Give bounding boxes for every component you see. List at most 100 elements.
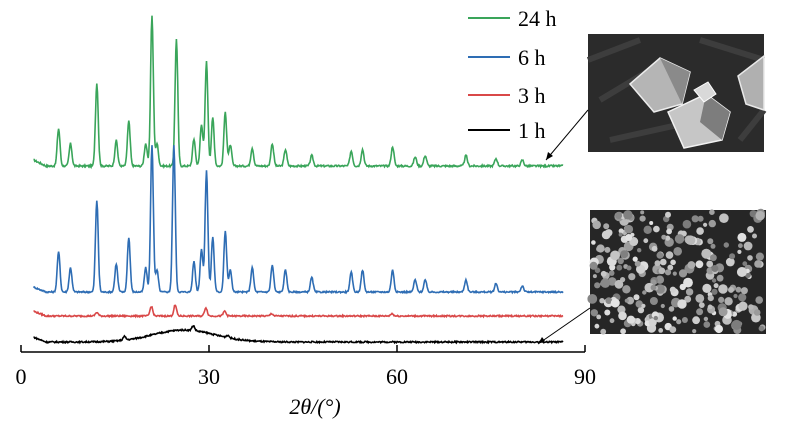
particle-dot xyxy=(681,317,688,323)
particle-dot xyxy=(703,321,711,328)
particle-dot xyxy=(691,215,699,223)
particle-dot xyxy=(653,315,658,321)
particle-dot xyxy=(654,260,661,267)
particle-dot xyxy=(753,309,761,316)
particle-dot xyxy=(747,226,754,233)
particle-dot xyxy=(754,260,762,268)
particle-dot xyxy=(707,238,714,245)
particle-dot xyxy=(683,277,693,288)
particle-dot xyxy=(668,306,675,312)
particle-dot xyxy=(696,227,704,235)
particle-dot xyxy=(728,286,734,293)
sem-micrograph-crystals xyxy=(586,34,767,152)
particle-dot xyxy=(666,228,672,235)
particle-dot xyxy=(616,264,623,271)
particle-dot xyxy=(656,252,664,259)
particle-dot xyxy=(718,307,728,317)
particle-dot xyxy=(692,316,700,325)
particle-dot xyxy=(660,258,667,266)
particle-dot xyxy=(676,319,682,325)
particle-dot xyxy=(626,296,635,305)
particle-dot xyxy=(604,246,611,253)
particle-dot xyxy=(673,247,682,256)
particle-dot xyxy=(738,293,747,302)
particle-dot xyxy=(635,300,643,308)
particle-dot xyxy=(706,260,714,268)
legend-label-24h: 24 h xyxy=(518,6,557,31)
particle-dot xyxy=(603,223,610,230)
particle-dot xyxy=(617,257,624,265)
particle-dot xyxy=(618,228,624,234)
particle-dot xyxy=(643,238,649,244)
series-line-3h xyxy=(33,304,564,319)
particle-dot xyxy=(658,267,666,275)
particle-dot xyxy=(610,250,620,261)
particle-dot xyxy=(711,288,718,295)
particle-dot xyxy=(594,282,601,289)
particle-dot xyxy=(701,248,712,259)
particle-dot xyxy=(729,253,736,260)
particle-dot xyxy=(696,308,704,316)
particle-dot xyxy=(615,212,623,219)
particle-dot xyxy=(710,243,716,249)
x-tick-label: 90 xyxy=(574,364,596,389)
particle-dot xyxy=(669,286,677,293)
particle-dot xyxy=(591,240,596,245)
particle-dot xyxy=(667,264,674,271)
particle-dot xyxy=(719,213,729,223)
x-tick-label: 0 xyxy=(16,364,27,389)
particle-dot xyxy=(622,285,631,294)
particle-dot xyxy=(738,301,748,311)
particle-dot xyxy=(596,244,605,253)
particle-dot xyxy=(601,230,611,240)
particle-dot xyxy=(737,232,747,242)
particle-dot xyxy=(670,259,676,266)
particle-dot xyxy=(685,288,694,296)
particle-dot xyxy=(651,245,658,252)
particle-dot xyxy=(707,304,713,310)
particle-dot xyxy=(600,278,611,288)
particle-dot xyxy=(758,325,765,332)
particle-dot xyxy=(713,283,719,289)
particle-dot xyxy=(672,271,677,276)
particle-dot xyxy=(660,303,665,309)
particle-dot xyxy=(737,249,742,254)
particle-dot xyxy=(698,302,705,308)
particle-dot xyxy=(658,328,664,333)
particle-dot xyxy=(620,250,629,259)
particle-dot xyxy=(678,269,688,278)
particle-dot xyxy=(697,215,704,222)
particle-dot xyxy=(626,265,632,271)
particle-dot xyxy=(628,273,636,281)
pointer-arrowhead-24h xyxy=(546,152,553,160)
particle-dot xyxy=(592,274,597,279)
particle-dot xyxy=(609,318,615,324)
particle-dot xyxy=(695,294,705,303)
particle-dot xyxy=(709,209,715,215)
particle-dot xyxy=(625,234,633,241)
particle-dot xyxy=(711,265,719,272)
particle-dot xyxy=(725,257,735,267)
particle-dot xyxy=(626,315,636,324)
particle-dot xyxy=(755,252,765,261)
particle-dot xyxy=(733,293,738,299)
particle-dot xyxy=(747,255,753,261)
particle-dot xyxy=(636,264,646,274)
particle-dot xyxy=(610,298,620,308)
particle-dot xyxy=(682,219,692,229)
particle-dot xyxy=(711,278,717,283)
particle-dot xyxy=(731,319,742,330)
particle-dot xyxy=(599,298,605,304)
x-tick-label: 60 xyxy=(386,364,408,389)
particle-dot xyxy=(614,279,624,289)
particle-dot xyxy=(679,283,686,291)
particle-dot xyxy=(600,270,607,277)
particle-dot xyxy=(589,261,598,270)
particle-dot xyxy=(740,287,748,295)
particle-dot xyxy=(634,260,641,267)
particle-dot xyxy=(695,260,704,269)
particle-dot xyxy=(649,221,654,225)
x-tick-label: 30 xyxy=(198,364,220,389)
particle-dot xyxy=(674,234,685,244)
